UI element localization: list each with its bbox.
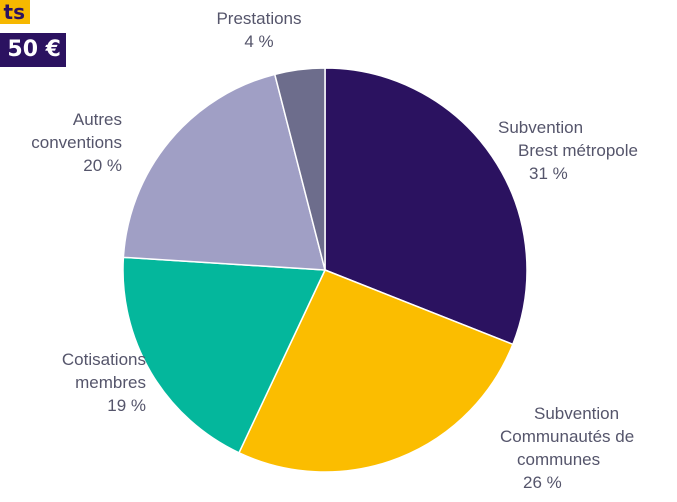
label-autres-conventions: Autres conventions 20 % bbox=[31, 110, 122, 175]
label-prestations: Prestations 4 % bbox=[216, 9, 302, 51]
slice-cotisations-membres bbox=[122, 256, 327, 454]
label-cotisations-membres: Cotisations membres 19 % bbox=[61, 350, 146, 415]
label-subvention-communautes: Subvention Communautés de communes 26 % bbox=[500, 404, 635, 492]
amount-tag: 50 € bbox=[0, 33, 66, 67]
slice-subvention-communautes bbox=[237, 269, 514, 473]
label-subvention-brest: Subvention Brest métropole 31 % bbox=[498, 118, 638, 183]
top-tag: ts bbox=[0, 0, 30, 24]
slice-prestations bbox=[273, 67, 326, 271]
slice-autres-conventions bbox=[122, 73, 326, 271]
slice-subvention-brest bbox=[324, 67, 528, 346]
